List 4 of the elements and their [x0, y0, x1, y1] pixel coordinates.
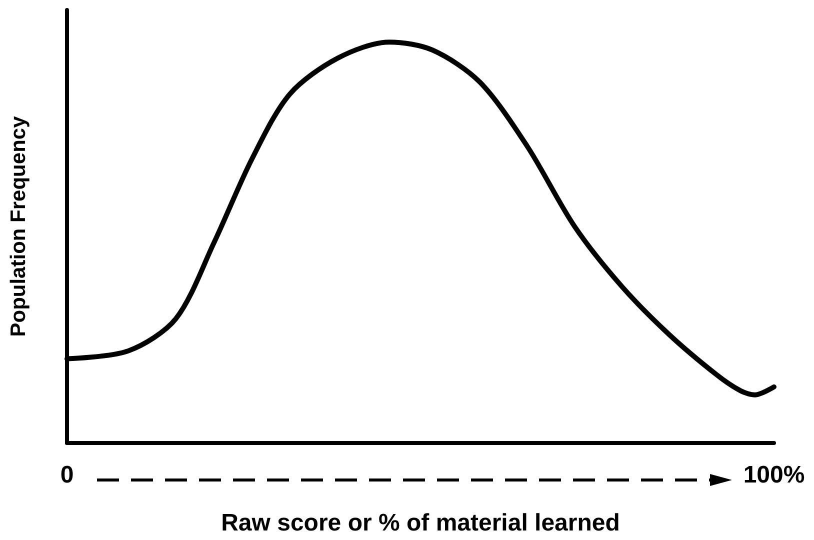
x-axis-title: Raw score or % of material learned	[221, 510, 620, 536]
y-axis-title: Population Frequency	[7, 116, 30, 337]
x-tick-label: 0	[60, 462, 74, 488]
x-tick-label: 100%	[743, 462, 805, 488]
